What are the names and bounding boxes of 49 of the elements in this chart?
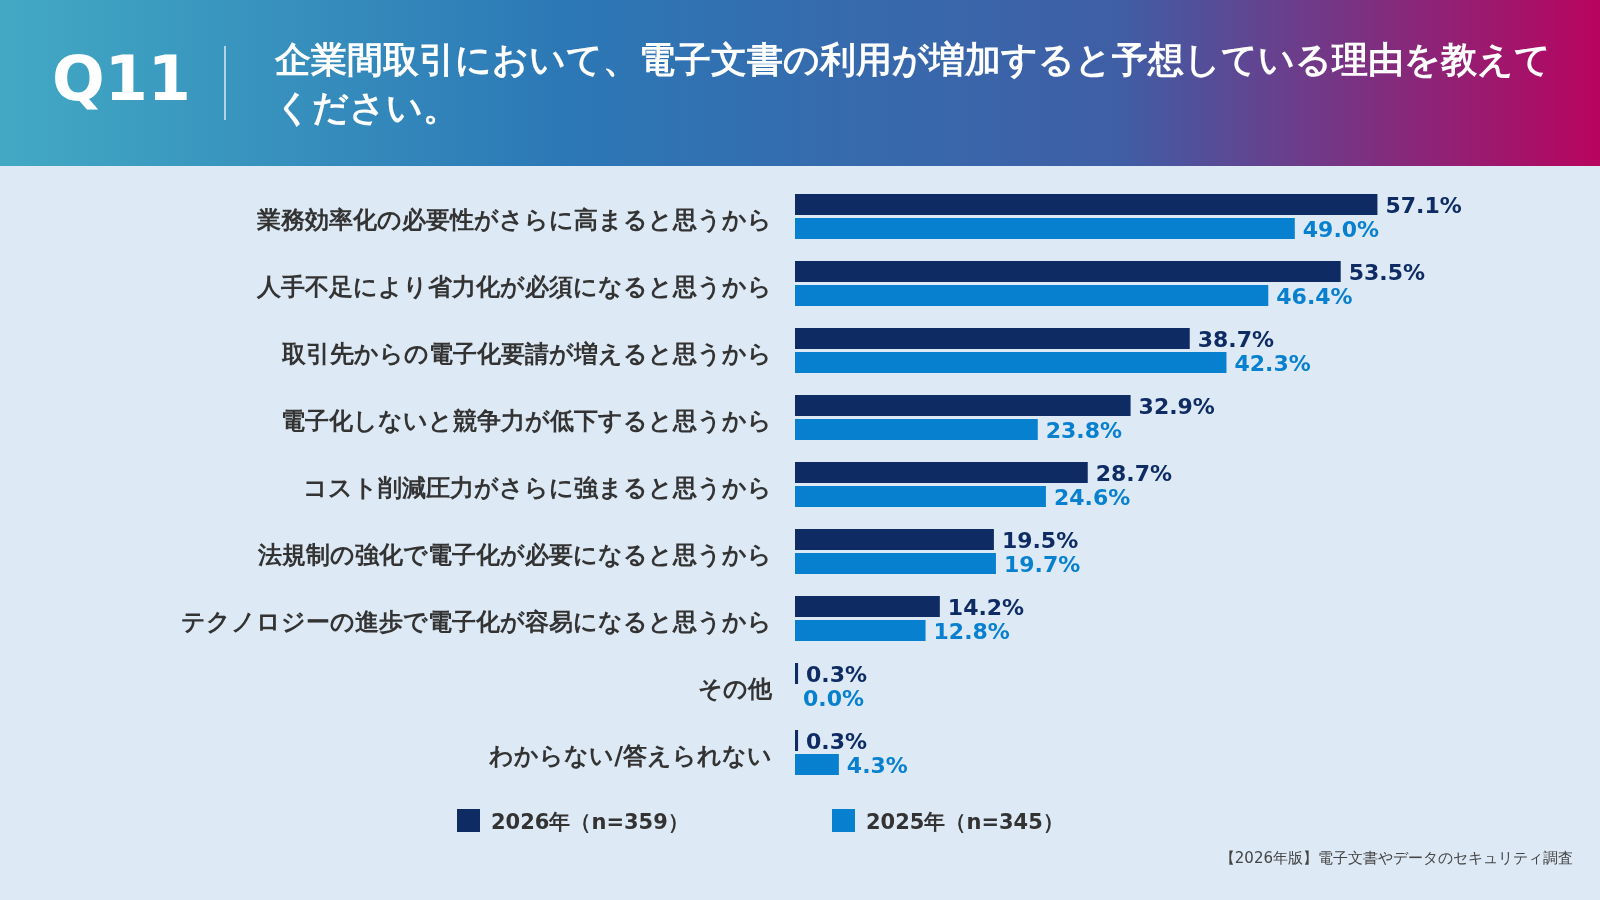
data-label: 0.0% [803, 685, 865, 711]
y-tick-label: 法規制の強化で電子化が必要になると思うから [257, 540, 772, 569]
text: Q11 [52, 42, 191, 115]
data-label: 49.0% [1302, 216, 1380, 242]
data-label: 14.2% [947, 594, 1025, 620]
bar [795, 553, 996, 574]
bar [795, 754, 839, 775]
data-label: 4.3% [846, 752, 908, 778]
bar [795, 529, 994, 550]
bar [795, 663, 799, 684]
data-label: 0.3% [806, 661, 868, 687]
data-label: 42.3% [1234, 350, 1311, 376]
data-label: 19.5% [1001, 527, 1079, 553]
data-label: 24.6% [1053, 484, 1131, 510]
bar [795, 419, 1038, 440]
y-tick-label: 業務効率化の必要性がさらに高まると思うから [256, 205, 772, 234]
bar [795, 486, 1046, 507]
legend-label: 2025年（n=345） [866, 810, 1064, 834]
bar [795, 218, 1295, 239]
chart-subtitle: 企業間取引において、電子文書の利用が増加すると予想している理由を教えてください。 [275, 38, 1552, 130]
data-label: 23.8% [1045, 417, 1123, 443]
data-label: 28.7% [1095, 460, 1173, 486]
y-tick-label: その他 [698, 674, 773, 703]
y-tick-label: わからない/答えられない [488, 741, 772, 770]
bar [795, 352, 1227, 373]
bar [795, 730, 799, 751]
bar [795, 620, 926, 641]
data-label: 19.7% [1003, 551, 1081, 577]
bar [795, 395, 1131, 416]
data-label: 0.3% [806, 728, 868, 754]
y-tick-label: テクノロジーの進歩で電子化が容易になると思うから [181, 607, 772, 636]
y-tick-label: 電子化しないと競争力が低下すると思うから [281, 406, 772, 435]
y-tick-label: 人手不足により省力化が必須になると思うから [256, 272, 772, 301]
bar [795, 328, 1190, 349]
text: 【2026年版】電子文書やデータのセキュリティ調査 [1219, 849, 1573, 867]
data-label: 53.5% [1348, 259, 1426, 285]
bar [795, 285, 1269, 306]
data-label: 12.8% [933, 618, 1010, 644]
legend-label: 2026年（n=359） [491, 810, 689, 834]
bar [795, 462, 1088, 483]
data-label: 57.1% [1385, 192, 1462, 218]
y-tick-label: コスト削減圧力がさらに強まると思うから [303, 473, 772, 502]
data-label: 32.9% [1138, 393, 1215, 419]
data-label: 38.7% [1197, 326, 1275, 352]
y-tick-label: 取引先からの電子化要請が増えると思うから [281, 339, 772, 368]
bar [795, 261, 1341, 282]
bar [795, 596, 940, 617]
data-label: 46.4% [1276, 283, 1353, 309]
bar [795, 194, 1378, 215]
